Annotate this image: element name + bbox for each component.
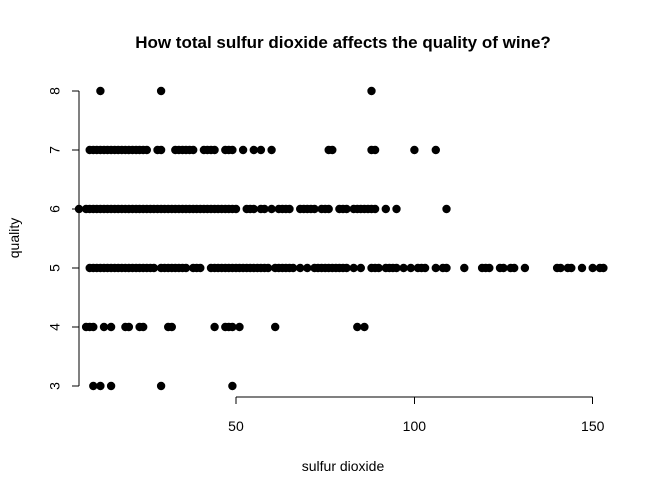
data-point [89, 381, 98, 391]
data-point [167, 322, 176, 332]
data-point [420, 263, 430, 273]
data-point [249, 204, 258, 214]
data-point [370, 204, 380, 214]
chart-title: How total sulfur dioxide affects the qua… [135, 33, 551, 52]
data-point [406, 263, 415, 273]
data-point [296, 263, 305, 273]
data-point [577, 263, 587, 273]
data-point [588, 263, 597, 273]
data-point [96, 381, 105, 391]
data-point [510, 263, 519, 273]
data-point [367, 86, 376, 96]
data-point [360, 322, 369, 332]
data-point [156, 86, 166, 96]
data-point [124, 322, 134, 332]
data-point [556, 263, 565, 273]
data-point [142, 145, 151, 155]
data-point [288, 263, 298, 273]
y-tick-label: 5 [47, 264, 63, 272]
data-point [520, 263, 530, 273]
data-point [156, 381, 166, 391]
data-point [460, 263, 469, 273]
data-point [267, 204, 276, 214]
data-point [149, 263, 159, 273]
data-point [324, 204, 333, 214]
data-point [156, 145, 166, 155]
data-point [485, 263, 494, 273]
y-tick-label: 3 [47, 382, 63, 390]
axes: 50 100 150 3 4 5 6 7 8 [47, 87, 605, 434]
data-point [353, 322, 362, 332]
data-point [392, 204, 401, 214]
data-point [181, 263, 191, 273]
data-point [106, 322, 116, 332]
x-tick-label: 100 [403, 418, 427, 434]
data-point [392, 263, 401, 273]
data-point [442, 263, 451, 273]
data-point [431, 145, 440, 155]
data-point [189, 145, 198, 155]
y-tick-label: 8 [47, 87, 63, 95]
data-point [349, 263, 358, 273]
data-point [399, 263, 408, 273]
y-axis-label: quality [6, 218, 22, 258]
data-point [374, 263, 383, 273]
x-tick-label: 50 [228, 418, 244, 434]
data-point [231, 204, 241, 214]
y-tick-label: 4 [47, 323, 63, 331]
data-point [235, 322, 244, 332]
data-point [381, 204, 390, 214]
data-point [328, 145, 337, 155]
data-point [139, 322, 148, 332]
data-point [356, 263, 365, 273]
data-point [89, 322, 98, 332]
data-point [228, 145, 237, 155]
data-point [210, 145, 219, 155]
data-point [228, 322, 237, 332]
data-point [74, 204, 84, 214]
data-point [499, 263, 508, 273]
data-point [370, 145, 380, 155]
x-tick-label: 150 [581, 418, 605, 434]
y-tick-label: 7 [47, 146, 63, 154]
data-point [410, 145, 419, 155]
x-axis-label: sulfur dioxide [302, 458, 385, 474]
data-point [342, 263, 351, 273]
data-point [567, 263, 576, 273]
data-point [256, 145, 266, 155]
data-point [228, 381, 237, 391]
data-point [260, 204, 269, 214]
data-point [196, 263, 205, 273]
data-point [342, 204, 351, 214]
data-point [263, 263, 273, 273]
data-point [431, 263, 440, 273]
data-point [271, 322, 280, 332]
data-point [310, 204, 319, 214]
data-point [210, 322, 219, 332]
data-point [106, 381, 116, 391]
data-points [74, 86, 608, 391]
data-point [249, 145, 258, 155]
data-point [599, 263, 608, 273]
data-point [96, 86, 105, 96]
data-point [442, 204, 451, 214]
data-point [238, 145, 248, 155]
data-point [303, 263, 312, 273]
data-point [99, 322, 109, 332]
y-tick-label: 6 [47, 205, 63, 213]
data-point [267, 145, 276, 155]
data-point [285, 204, 294, 214]
